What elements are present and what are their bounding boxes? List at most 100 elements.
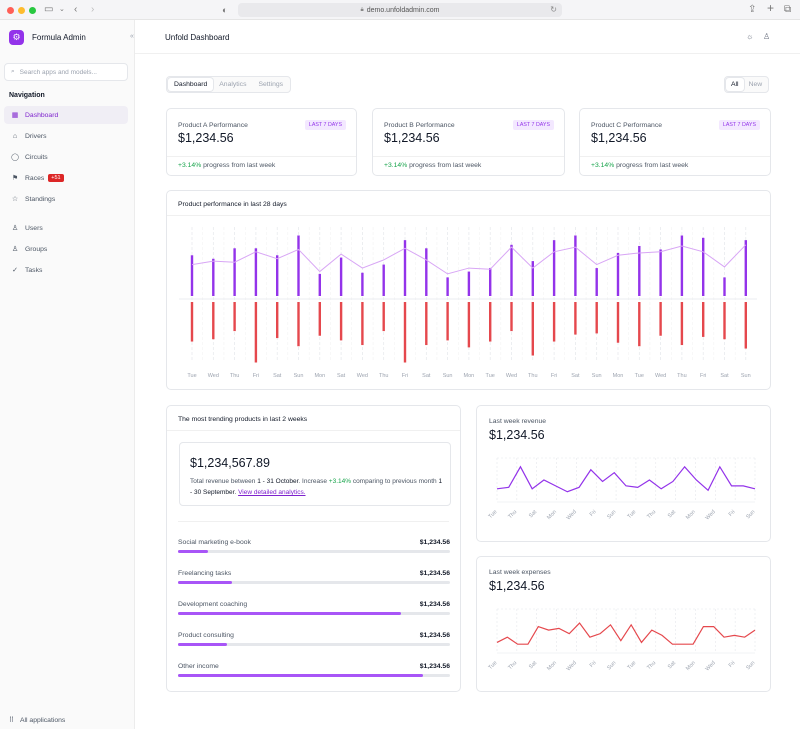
url-text: demo.unfoldadmin.com: [366, 6, 440, 14]
bar-negative: [574, 302, 577, 335]
collapse-sidebar-icon[interactable]: «: [130, 33, 134, 40]
new-tab-icon[interactable]: +: [767, 1, 775, 15]
circuits-icon: ◯: [11, 154, 19, 161]
share-icon[interactable]: ⇪: [748, 4, 757, 15]
sidebar-item-dashboard[interactable]: ▦ Dashboard: [4, 106, 128, 124]
nav-heading: Navigation: [9, 92, 45, 99]
back-icon[interactable]: ‹: [74, 4, 78, 15]
bar-negative: [638, 302, 641, 347]
search-input[interactable]: ⌕ Search apps and models...: [4, 63, 128, 81]
groups-icon: ♙: [11, 246, 19, 253]
privacy-icon[interactable]: ◐: [222, 5, 228, 15]
sidebar-item-label: Standings: [25, 195, 56, 203]
all-applications-link[interactable]: ⠿ All applications: [9, 716, 65, 725]
bar-positive: [702, 237, 705, 296]
x-tick-label: Sun: [592, 373, 602, 379]
x-tick-label: Sat: [422, 373, 431, 379]
chevron-down-icon[interactable]: ⌄: [59, 6, 65, 13]
minimize-window-button[interactable]: [18, 7, 25, 14]
bar-positive: [552, 240, 556, 296]
revenue-summary: $1,234,567.89 Total revenue between 1 - …: [179, 442, 451, 506]
expenses-chart: Tue Thu Sat Mon Wed Fri Sun Tue Thu Sat Mon Wed Fri S…: [488, 608, 756, 672]
product-progress-fill: [178, 674, 423, 677]
bar-positive: [318, 273, 321, 296]
drivers-icon: ⌂: [12, 132, 18, 140]
sidebar-toggle-icon[interactable]: ▭: [44, 4, 54, 15]
bar-negative: [531, 302, 534, 356]
x-tick-label: Tue: [627, 660, 638, 671]
tab-overview-icon[interactable]: ⧉: [784, 4, 792, 15]
bar-negative: [190, 302, 194, 342]
card-divider: [167, 430, 460, 431]
bar-negative: [276, 302, 279, 339]
sidebar-item-label: Groups: [25, 245, 48, 253]
bar-negative: [254, 302, 258, 363]
product-progress-fill: [178, 612, 402, 615]
bar-negative: [339, 302, 343, 341]
x-tick-label: Thu: [507, 660, 518, 671]
sidebar-item-tasks[interactable]: ✓ Tasks: [4, 261, 128, 279]
sidebar-item-label: Dashboard: [25, 111, 59, 119]
x-tick-label: Sat: [528, 660, 538, 670]
kpi-card-product-a: Product A Performance LAST 7 DAYS $1,234…: [166, 108, 357, 176]
sidebar-item-races[interactable]: ⚑ Races +51: [4, 169, 128, 187]
tab-dashboard[interactable]: Dashboard: [168, 78, 214, 91]
bar-positive: [510, 244, 513, 296]
x-tick-label: Sat: [528, 509, 538, 519]
reload-icon[interactable]: ↻: [550, 5, 557, 14]
x-tick-label: Wed: [566, 509, 578, 521]
kpi-value: $1,234.56: [178, 131, 234, 145]
desc-text: . Increase: [298, 478, 329, 485]
x-tick-label: Fri: [589, 660, 598, 669]
x-tick-label: Mon: [546, 509, 558, 521]
x-tick-label: Wed: [705, 660, 717, 672]
account-icon[interactable]: ♙: [763, 32, 771, 41]
user-icon: ♙: [11, 225, 19, 232]
sidebar-item-circuits[interactable]: ◯ Circuits: [4, 148, 128, 166]
bar-positive: [446, 277, 449, 296]
product-progress-fill: [178, 550, 208, 553]
bar-positive: [212, 258, 215, 296]
sidebar-item-groups[interactable]: ♙ Groups: [4, 240, 128, 258]
x-tick-label: Fri: [700, 373, 706, 379]
product-amount: $1,234.56: [419, 663, 450, 670]
sidebar-item-standings[interactable]: ☆ Standings: [4, 190, 128, 208]
bar-negative: [489, 302, 492, 342]
expenses-label: Last week expenses: [489, 569, 551, 576]
tab-settings[interactable]: Settings: [258, 81, 284, 88]
theme-toggle-icon[interactable]: ☼: [746, 32, 754, 41]
x-tick-label: Mon: [613, 373, 624, 379]
forward-icon[interactable]: ›: [91, 4, 95, 15]
revenue-chart: Tue Thu Sat Mon Wed Fri Sun Tue Thu Sat Mon Wed Fri S…: [488, 457, 756, 521]
kpi-delta: +3.14%: [178, 162, 202, 169]
x-tick-label: Mon: [685, 509, 697, 521]
kpi-period-badge: LAST 7 DAYS: [718, 120, 760, 130]
sidebar-item-label: Users: [25, 224, 43, 232]
zoom-window-button[interactable]: [29, 7, 36, 14]
product-amount: $1,234.56: [419, 539, 450, 546]
page-header: Unfold Dashboard ☼ ♙: [135, 20, 800, 54]
product-name: Social marketing e-book: [178, 539, 251, 546]
sidebar-item-drivers[interactable]: ⌂ Drivers: [4, 127, 128, 145]
tab-analytics[interactable]: Analytics: [219, 81, 247, 88]
kpi-suffix: progress from last week: [409, 162, 482, 169]
bar-positive: [403, 240, 407, 296]
bar-negative: [510, 302, 513, 332]
filter-all[interactable]: All: [726, 78, 744, 91]
filter-new[interactable]: New: [748, 81, 763, 88]
bar-negative: [318, 302, 321, 336]
bar-negative: [425, 302, 428, 346]
kpi-footer: +3.14% progress from last week: [167, 156, 356, 169]
trending-title: The most trending products in last 2 wee…: [178, 416, 308, 423]
sidebar-item-label: Circuits: [25, 153, 48, 161]
close-window-button[interactable]: [7, 7, 14, 14]
view-analytics-link[interactable]: View detailed analytics.: [238, 489, 306, 496]
bar-negative: [212, 302, 215, 340]
product-row: Other income $1,234.56: [178, 663, 450, 683]
x-tick-label: Sat: [720, 373, 729, 379]
address-bar[interactable]: 🔒︎ demo.unfoldadmin.com ↻: [238, 3, 562, 17]
sidebar-item-users[interactable]: ♙ Users: [4, 219, 128, 237]
kpi-card-product-c: Product C Performance LAST 7 DAYS $1,234…: [579, 108, 771, 176]
desc-text: Total revenue between: [190, 478, 258, 485]
x-tick-label: Tue: [488, 509, 499, 520]
